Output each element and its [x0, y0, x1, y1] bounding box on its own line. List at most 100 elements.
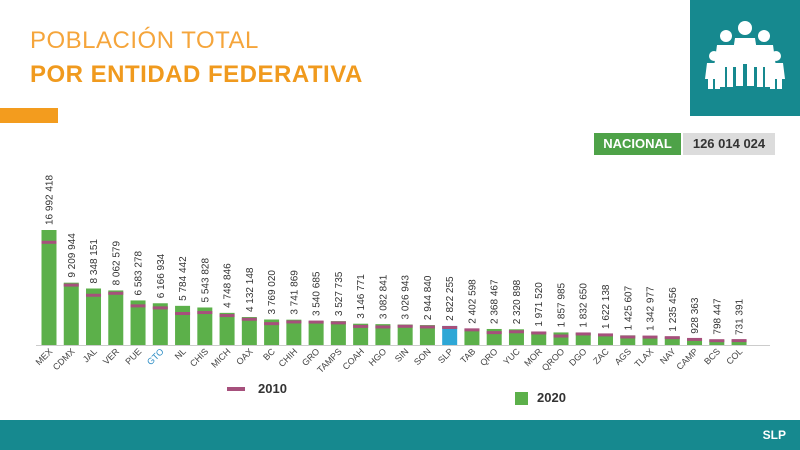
marker-2010-qroo — [553, 334, 569, 338]
marker-2010-bc — [264, 322, 280, 326]
category-label-hgo: HGO — [367, 346, 389, 368]
value-label-bc: 3 769 020 — [267, 270, 278, 315]
value-label-slp: 2 822 255 — [445, 276, 456, 321]
value-label-mor: 1 971 520 — [534, 282, 545, 327]
value-label-qroo: 1 857 985 — [556, 282, 567, 327]
bar-2020-col — [731, 340, 747, 345]
value-label-col: 731 391 — [735, 298, 746, 335]
value-label-qro: 2 368 467 — [490, 279, 501, 324]
legend-2010-marker — [227, 387, 245, 391]
marker-2010-zac — [598, 333, 613, 337]
marker-2010-tlax — [642, 335, 658, 339]
category-label-slp: SLP — [436, 346, 455, 365]
category-label-tlax: TLAX — [632, 346, 655, 369]
marker-2010-jal — [86, 293, 102, 297]
footer-state: SLP — [762, 428, 786, 442]
value-label-cdmx: 9 209 944 — [67, 233, 78, 278]
legend-2010-label: 2010 — [258, 381, 287, 396]
bar-2020-oax — [241, 317, 257, 345]
marker-2010-camp — [687, 337, 703, 341]
legend-2020-label: 2020 — [537, 390, 566, 405]
marker-2010-dgo — [575, 332, 591, 336]
category-label-col: COL — [724, 346, 744, 366]
bar-2020-jal — [86, 288, 102, 345]
category-label-nay: NAY — [658, 346, 678, 366]
category-label-tab: TAB — [458, 346, 477, 365]
value-label-chis: 5 543 828 — [200, 258, 211, 303]
value-label-nay: 1 235 456 — [668, 287, 679, 332]
value-label-gto: 6 166 934 — [156, 253, 167, 298]
category-label-dgo: DGO — [567, 346, 589, 368]
value-label-bcs: 798 447 — [712, 298, 723, 335]
category-label-tamps: TAMPS — [315, 346, 344, 375]
value-label-dgo: 1 832 650 — [579, 283, 590, 328]
bar-2020-son — [419, 325, 435, 345]
marker-2010-mex — [41, 240, 57, 244]
accent-bar — [0, 108, 58, 123]
marker-2010-gro — [308, 320, 324, 324]
value-label-son: 2 944 840 — [423, 275, 434, 320]
bar-2020-bcs — [709, 339, 725, 345]
bar-2020-ags — [620, 335, 636, 345]
category-label-mich: MICH — [209, 346, 232, 369]
category-label-chih: CHIH — [277, 346, 300, 369]
marker-2010-sin — [397, 324, 413, 328]
marker-2010-nl — [175, 312, 191, 316]
marker-2010-bcs — [709, 339, 725, 343]
marker-2010-slp — [442, 326, 458, 330]
national-label: NACIONAL — [594, 133, 681, 155]
bar-2020-mich — [219, 312, 235, 345]
value-label-tamps: 3 527 735 — [334, 271, 345, 316]
bar-2020-slp — [442, 325, 458, 345]
bar-2020-ver — [108, 290, 124, 345]
value-label-tab: 2 402 598 — [467, 279, 478, 324]
bar-2020-hgo — [375, 324, 391, 345]
marker-2010-cdmx — [63, 283, 79, 287]
marker-2010-ags — [620, 335, 636, 339]
marker-2010-qro — [486, 331, 502, 335]
category-label-son: SON — [412, 346, 433, 367]
bar-2020-tamps — [330, 321, 346, 345]
bar-2020-camp — [687, 338, 703, 345]
value-label-mich: 4 748 846 — [223, 263, 234, 308]
bar-2020-nl — [175, 305, 191, 345]
footer-bar: SLP — [0, 420, 800, 450]
marker-2010-son — [419, 325, 435, 329]
bar-2020-pue — [130, 300, 146, 345]
value-label-mex: 16 992 418 — [45, 175, 56, 225]
category-label-zac: ZAC — [591, 346, 611, 366]
marker-2010-tab — [464, 328, 480, 332]
bar-2020-tab — [464, 328, 480, 345]
marker-2010-tamps — [330, 321, 346, 325]
value-label-zac: 1 622 138 — [601, 284, 612, 329]
value-label-pue: 6 583 278 — [134, 251, 145, 296]
bar-2020-zac — [598, 334, 613, 345]
marker-2010-coah — [353, 324, 369, 328]
title-line-1: POBLACIÓN TOTAL — [30, 27, 259, 54]
category-label-pue: PUE — [123, 346, 143, 366]
category-label-ags: AGS — [613, 346, 634, 367]
value-label-ags: 1 425 607 — [623, 285, 634, 330]
bar-2020-gto — [152, 303, 168, 345]
legend-2020-swatch — [515, 392, 528, 405]
bar-2020-nay — [664, 336, 680, 345]
value-label-coah: 3 146 771 — [356, 274, 367, 319]
category-label-oax: OAX — [234, 346, 255, 367]
category-label-gto: GTO — [145, 346, 166, 367]
marker-2010-chis — [197, 311, 213, 315]
value-label-ver: 8 062 579 — [111, 241, 122, 286]
marker-2010-nay — [664, 336, 680, 340]
category-label-chis: CHIS — [188, 346, 210, 368]
bar-2020-chih — [286, 319, 302, 345]
bar-2020-gro — [308, 321, 324, 345]
category-label-qro: QRO — [478, 346, 500, 368]
bar-2020-tlax — [642, 335, 658, 345]
bar-2020-dgo — [575, 332, 591, 345]
bar-2020-cdmx — [63, 282, 79, 345]
category-label-qroo: QROO — [540, 346, 567, 373]
bar-2020-chis — [197, 307, 213, 345]
bar-2020-mor — [531, 331, 547, 345]
marker-2010-yuc — [508, 330, 524, 334]
bar-2020-coah — [353, 323, 369, 345]
